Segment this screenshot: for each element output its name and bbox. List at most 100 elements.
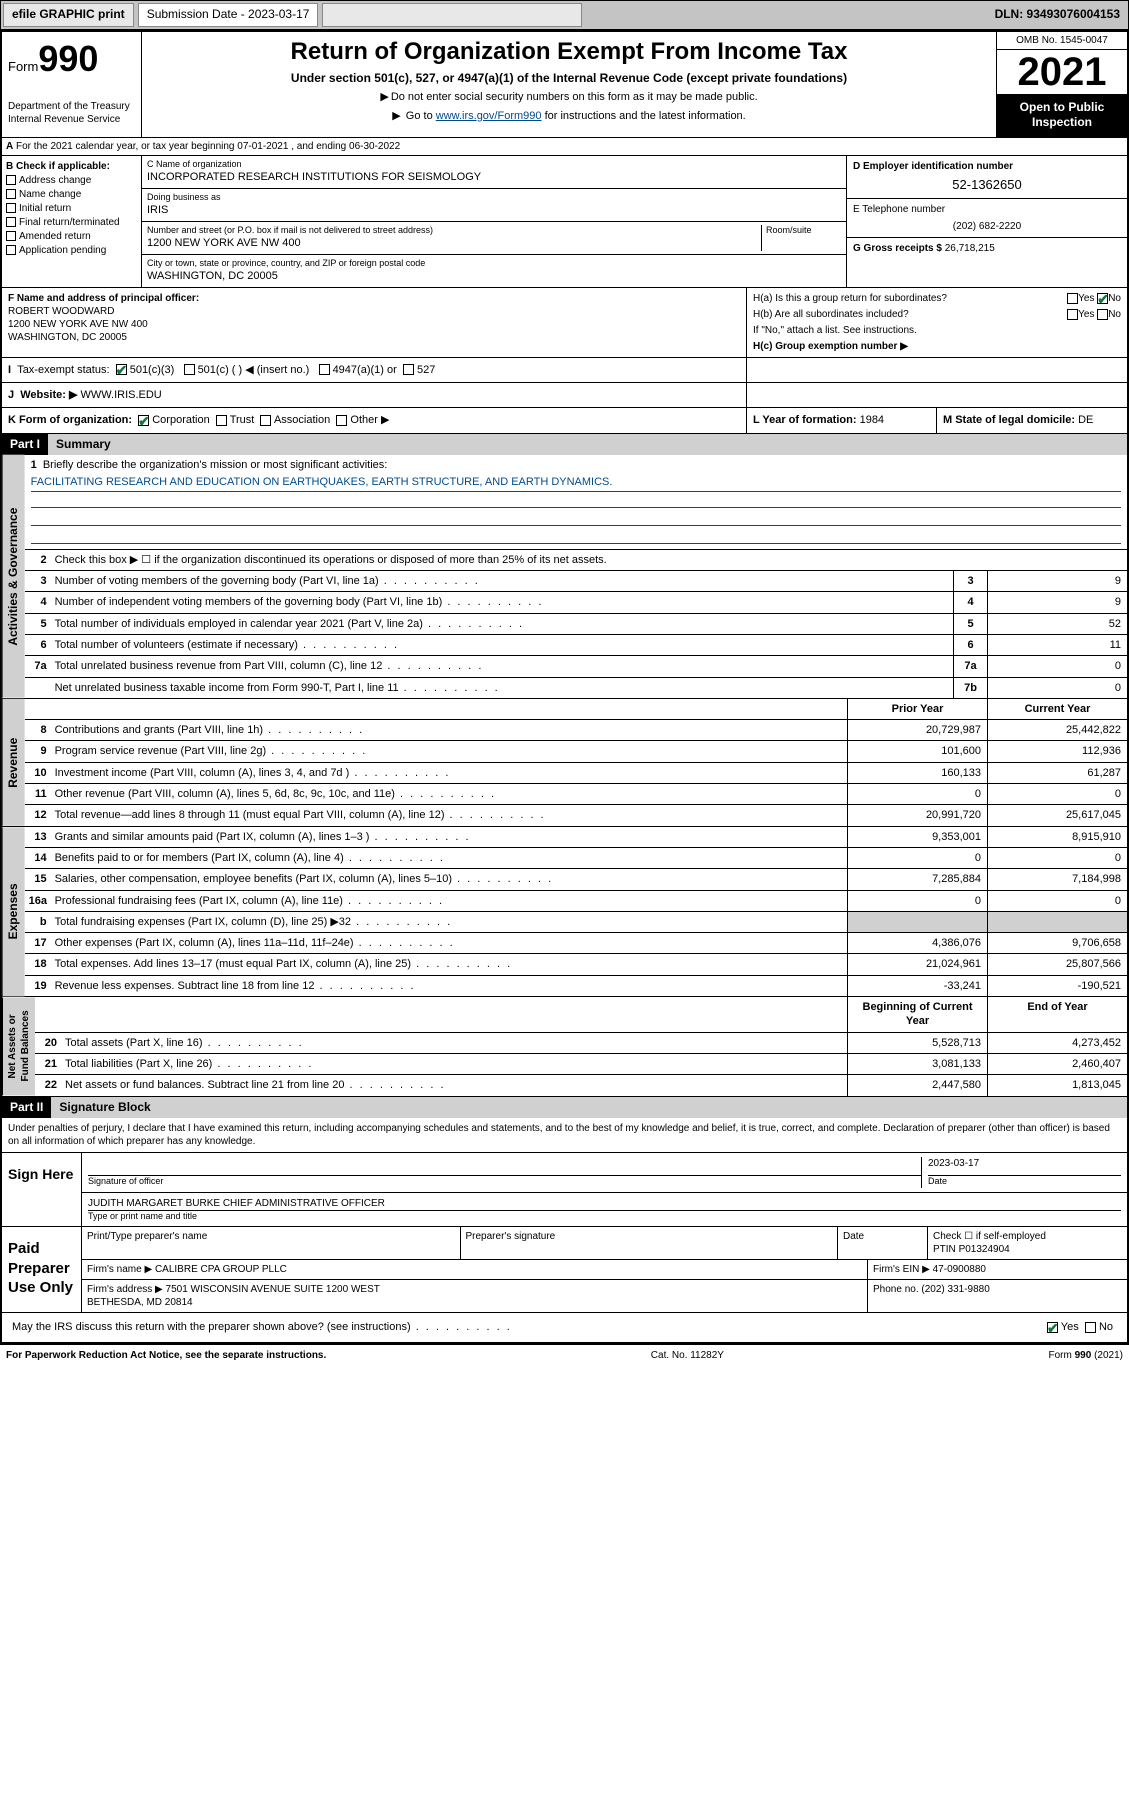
cb-other[interactable] [336,415,347,426]
paid-preparer-label: Paid Preparer Use Only [2,1227,82,1312]
ein-label: D Employer identification number [853,161,1013,172]
part-i-title: Summary [48,434,1127,456]
cb-final-return[interactable]: Final return/terminated [6,216,137,229]
street-label: Number and street (or P.O. box if mail i… [147,225,761,237]
ptin-cell: Check ☐ if self-employed PTIN P01324904 [927,1227,1127,1260]
col-current-year: Current Year [987,699,1127,719]
blank-button[interactable] [322,3,582,27]
section-net-assets: Net Assets orFund Balances Beginning of … [2,997,1127,1096]
mission-blank-1 [31,494,1121,508]
firm-ein: 47-0900880 [933,1264,986,1275]
hb-no[interactable] [1097,309,1108,320]
h-group-return: H(a) Is this a group return for subordin… [747,288,1127,357]
cb-name-change[interactable]: Name change [6,188,137,201]
omb-number: OMB No. 1545-0047 [997,32,1127,50]
row-i: I Tax-exempt status: 501(c)(3) 501(c) ( … [2,358,1127,383]
vlabel-netassets: Net Assets orFund Balances [2,997,35,1095]
cb-501c[interactable] [184,364,195,375]
row-k-l-m: K Form of organization: Corporation Trus… [2,408,1127,433]
l-label: L Year of formation: [753,414,857,426]
col-b-checkboxes: B Check if applicable: Address change Na… [2,156,142,287]
cb-trust[interactable] [216,415,227,426]
discuss-yes[interactable] [1047,1322,1058,1333]
ha-no[interactable] [1097,293,1108,304]
preparer-date-hdr: Date [837,1227,927,1260]
officer-name: ROBERT WOODWARD [8,306,114,317]
paid-grid: Print/Type preparer's name Preparer's si… [82,1227,1127,1260]
irs-link[interactable]: www.irs.gov/Form990 [436,110,542,122]
section-expenses: Expenses 13Grants and similar amounts pa… [2,827,1127,997]
amount-line: 21Total liabilities (Part X, line 26)3,0… [35,1054,1127,1075]
c-name-label: C Name of organization [147,159,841,171]
phone-label: E Telephone number [853,204,945,215]
amount-line: 10Investment income (Part VIII, column (… [25,763,1127,784]
cb-4947[interactable] [319,364,330,375]
gov-line: 6Total number of volunteers (estimate if… [25,635,1127,656]
cb-501c3[interactable] [116,364,127,375]
header-left: Form990 Department of the Treasury Inter… [2,32,142,137]
discuss-no[interactable] [1085,1322,1096,1333]
cb-initial-return[interactable]: Initial return [6,202,137,215]
firm-addr-label: Firm's address ▶ [87,1284,163,1295]
cb-address-change[interactable]: Address change [6,174,137,187]
vlabel-activities: Activities & Governance [2,455,25,698]
q2-text: Check this box ▶ ☐ if the organization d… [51,550,1127,570]
tax-exempt-label: Tax-exempt status: [17,364,109,376]
tax-year-text: For the 2021 calendar year, or tax year … [16,141,400,152]
city-value: WASHINGTON, DC 20005 [147,269,841,283]
cb-corporation[interactable] [138,415,149,426]
sig-officer-label: Signature of officer [88,1175,921,1188]
cb-527[interactable] [403,364,414,375]
hb-yes[interactable] [1067,309,1078,320]
amount-line: 15Salaries, other compensation, employee… [25,869,1127,890]
cb-association[interactable] [260,415,271,426]
sign-here-label: Sign Here [2,1153,82,1226]
ein-value: 52-1362650 [853,177,1121,194]
form-subtitle: Under section 501(c), 527, or 4947(a)(1)… [152,71,986,87]
firm-name-label: Firm's name ▶ [87,1264,152,1275]
firm-phone-label: Phone no. [873,1284,919,1295]
gov-line: 3Number of voting members of the governi… [25,571,1127,592]
col-prior-year: Prior Year [847,699,987,719]
ha-yes[interactable] [1067,293,1078,304]
vlabel-expenses: Expenses [2,827,25,996]
dept-treasury: Department of the Treasury Internal Reve… [8,100,135,126]
form-header: Form990 Department of the Treasury Inter… [2,32,1127,138]
row-j: J Website: ▶ WWW.IRIS.EDU [2,383,1127,408]
amount-line: 9Program service revenue (Part VIII, lin… [25,741,1127,762]
form-number: Form990 [8,36,135,83]
submission-date: Submission Date - 2023-03-17 [138,3,319,27]
type-name-label: Type or print name and title [88,1210,1121,1223]
sign-here-row: Sign Here Signature of officer 2023-03-1… [2,1153,1127,1227]
part-i-header: Part I Summary [2,434,1127,456]
officer-addr1: 1200 NEW YORK AVE NW 400 [8,319,148,330]
form-title: Return of Organization Exempt From Incom… [152,36,986,67]
officer-addr2: WASHINGTON, DC 20005 [8,332,127,343]
sig-date-label: Date [928,1175,1121,1188]
jurat-text: Under penalties of perjury, I declare th… [2,1118,1127,1153]
amount-line: 11Other revenue (Part VIII, column (A), … [25,784,1127,805]
ptin-value: P01324904 [959,1244,1010,1255]
efile-print-button[interactable]: efile GRAPHIC print [3,3,134,27]
phone-value: (202) 682-2220 [853,220,1121,233]
part-i-label: Part I [2,434,48,456]
firm-ein-label: Firm's EIN ▶ [873,1264,930,1275]
form-990-number: 990 [38,38,98,79]
form-footer: Form 990 (2021) [1049,1349,1123,1362]
form-frame: Form990 Department of the Treasury Inter… [0,30,1129,1344]
dln-label: DLN: 93493076004153 [995,7,1126,23]
paid-preparer-row: Paid Preparer Use Only Print/Type prepar… [2,1227,1127,1312]
amount-line: 19Revenue less expenses. Subtract line 1… [25,976,1127,996]
vlabel-revenue: Revenue [2,699,25,826]
preparer-name-hdr: Print/Type preparer's name [82,1227,460,1260]
dba-value: IRIS [147,203,841,217]
sig-date-value: 2023-03-17 [928,1157,1121,1175]
officer-printed-name: JUDITH MARGARET BURKE CHIEF ADMINISTRATI… [88,1197,1121,1210]
line-a-tax-year: A For the 2021 calendar year, or tax yea… [2,138,1127,156]
amount-line: 14Benefits paid to or for members (Part … [25,848,1127,869]
cb-application-pending[interactable]: Application pending [6,244,137,257]
open-inspection: Open to Public Inspection [997,94,1127,137]
page-footer: For Paperwork Reduction Act Notice, see … [0,1344,1129,1366]
cb-amended-return[interactable]: Amended return [6,230,137,243]
amount-line: 8Contributions and grants (Part VIII, li… [25,720,1127,741]
